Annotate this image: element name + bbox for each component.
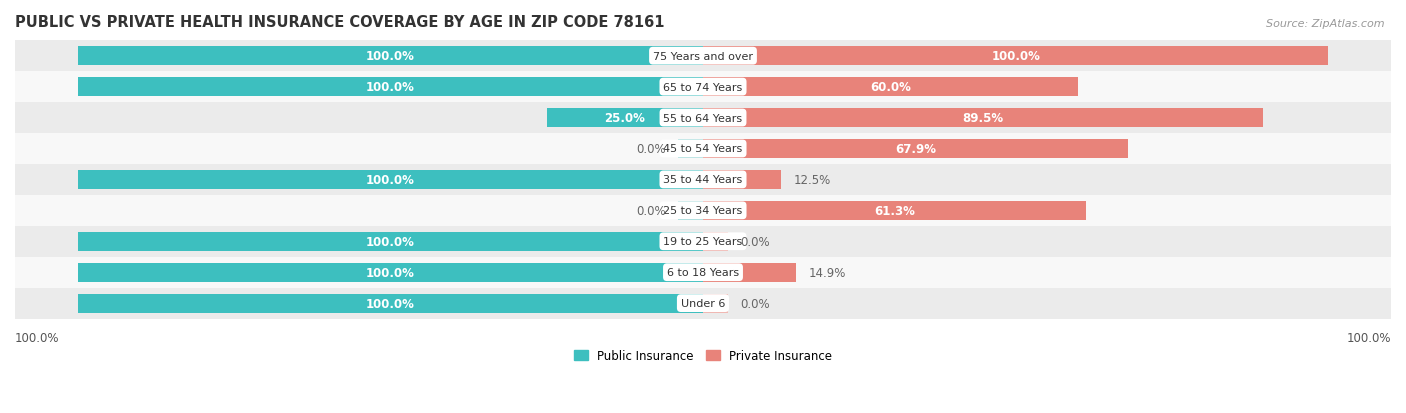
Bar [15,226,1391,257]
Text: 100.0%: 100.0% [15,331,59,344]
Text: 25.0%: 25.0% [605,112,645,125]
Bar [15,72,1391,103]
Text: Under 6: Under 6 [681,299,725,309]
Text: 0.0%: 0.0% [741,297,770,310]
Text: 19 to 25 Years: 19 to 25 Years [664,237,742,247]
Bar [703,47,1329,66]
Bar [77,232,703,251]
Bar [703,140,1128,159]
Text: 0.0%: 0.0% [636,204,665,217]
Text: 100.0%: 100.0% [366,297,415,310]
Bar [15,164,1391,195]
Text: 100.0%: 100.0% [366,235,415,248]
Bar [15,288,1391,319]
Text: 60.0%: 60.0% [870,81,911,94]
Bar [77,171,703,190]
Text: 75 Years and over: 75 Years and over [652,52,754,62]
Bar [678,201,703,221]
Text: 61.3%: 61.3% [875,204,915,217]
Text: 100.0%: 100.0% [991,50,1040,63]
Text: 100.0%: 100.0% [366,266,415,279]
Bar [77,294,703,313]
Text: 100.0%: 100.0% [366,50,415,63]
Bar [703,232,728,251]
Text: 0.0%: 0.0% [741,235,770,248]
Bar [703,263,796,282]
Text: 14.9%: 14.9% [808,266,846,279]
Bar [703,171,782,190]
Bar [15,103,1391,134]
Bar [77,263,703,282]
Text: PUBLIC VS PRIVATE HEALTH INSURANCE COVERAGE BY AGE IN ZIP CODE 78161: PUBLIC VS PRIVATE HEALTH INSURANCE COVER… [15,15,665,30]
Text: 100.0%: 100.0% [366,81,415,94]
Text: 89.5%: 89.5% [962,112,1004,125]
Text: 45 to 54 Years: 45 to 54 Years [664,144,742,154]
Bar [15,257,1391,288]
Bar [15,134,1391,164]
Bar [703,78,1078,97]
Bar [77,47,703,66]
Text: 25 to 34 Years: 25 to 34 Years [664,206,742,216]
Bar [77,78,703,97]
Text: 65 to 74 Years: 65 to 74 Years [664,83,742,93]
Text: 55 to 64 Years: 55 to 64 Years [664,113,742,123]
Legend: Public Insurance, Private Insurance: Public Insurance, Private Insurance [569,345,837,367]
Text: 67.9%: 67.9% [894,142,936,156]
Text: 0.0%: 0.0% [636,142,665,156]
Text: Source: ZipAtlas.com: Source: ZipAtlas.com [1267,19,1385,28]
Text: 12.5%: 12.5% [794,173,831,186]
Bar [547,109,703,128]
Bar [678,140,703,159]
Bar [703,109,1263,128]
Bar [703,294,728,313]
Text: 6 to 18 Years: 6 to 18 Years [666,268,740,278]
Bar [15,195,1391,226]
Bar [703,201,1087,221]
Bar [15,41,1391,72]
Text: 35 to 44 Years: 35 to 44 Years [664,175,742,185]
Text: 100.0%: 100.0% [1347,331,1391,344]
Text: 100.0%: 100.0% [366,173,415,186]
